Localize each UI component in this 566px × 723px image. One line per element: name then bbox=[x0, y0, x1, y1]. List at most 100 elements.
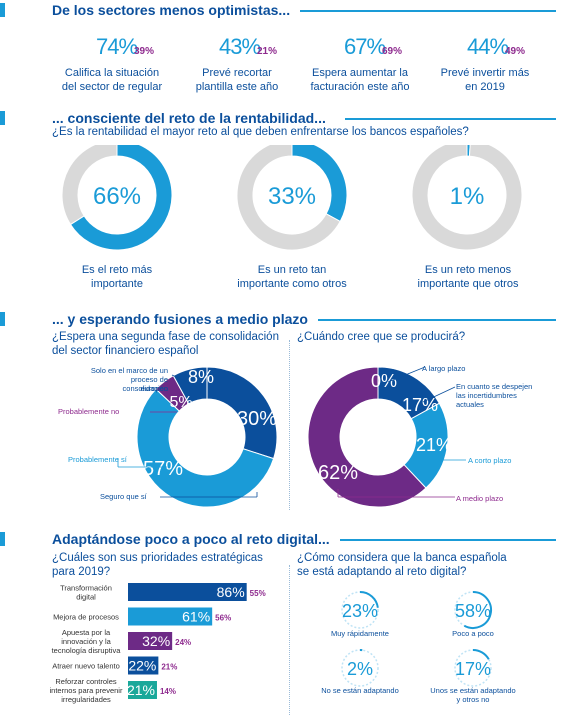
slice-label-probablemente-no: Probablemente no bbox=[58, 407, 120, 416]
section4-header: Adaptándose poco a poco al reto digital.… bbox=[0, 529, 566, 549]
bar-value: 22% bbox=[128, 658, 156, 674]
section3-header: ... y esperando fusiones a medio plazo bbox=[0, 309, 566, 329]
section-marker bbox=[0, 532, 5, 546]
section-rule bbox=[345, 118, 556, 120]
donut-value: 66% bbox=[93, 183, 141, 210]
stat-caption-line: Prevé recortar bbox=[202, 67, 272, 79]
bar-value: 32% bbox=[142, 633, 170, 649]
bar-category-label: Transformación bbox=[60, 584, 112, 593]
bar-category-label: Apuesta por la bbox=[62, 628, 111, 637]
progress-ring-fill bbox=[463, 591, 492, 629]
bar-value: 61% bbox=[182, 609, 210, 625]
progress-ring-value: 23% bbox=[342, 601, 378, 621]
slice-value: 17% bbox=[402, 395, 438, 415]
section-rule bbox=[318, 319, 556, 321]
donut-slice bbox=[61, 145, 118, 226]
consolidation-chart: 30% 57% 5% 8% 0%17% 21% 62% bbox=[117, 366, 466, 508]
adaptation-label-line: Unos se están adaptando bbox=[430, 686, 516, 695]
slice-label-largo-plazo: A largo plazo bbox=[422, 364, 466, 373]
slice-value: 62% bbox=[318, 462, 358, 484]
bar bbox=[128, 607, 213, 626]
progress-ring-fill bbox=[472, 649, 490, 660]
consolidation-slice bbox=[172, 366, 208, 405]
bar-category-label: internos para prevenir bbox=[50, 686, 123, 695]
bar bbox=[128, 583, 247, 601]
donut-chart-33: 33% bbox=[236, 145, 348, 250]
bar-category-label: tecnología disruptiva bbox=[52, 646, 122, 655]
bar-secondary-value: 24% bbox=[175, 638, 191, 647]
section1-header: De los sectores menos optimistas... bbox=[0, 0, 566, 20]
section4-question-right-line: se está adaptando al reto digital? bbox=[297, 566, 467, 578]
stat-caption-line: del sector de regular bbox=[61, 81, 163, 93]
stat-secondary: 39% bbox=[134, 46, 155, 57]
bar-category-label: Mejora de procesos bbox=[53, 613, 119, 622]
consolidation-slice bbox=[206, 366, 278, 460]
section4-question-right-line: ¿Cómo considera que la banca española bbox=[297, 552, 507, 564]
slice-value: 8% bbox=[188, 367, 214, 387]
timing-slice bbox=[307, 366, 427, 508]
bar-secondary-value: 55% bbox=[250, 589, 266, 598]
section3-question-left-line: ¿Espera una segunda fase de consolidació… bbox=[52, 331, 279, 343]
stat-secondary: 49% bbox=[505, 46, 526, 57]
donut-slice bbox=[236, 145, 341, 250]
bar bbox=[128, 632, 173, 650]
section-marker bbox=[0, 312, 5, 326]
bar-category-label: irregularidades bbox=[61, 695, 111, 704]
bar-category-label: Reforzar controles bbox=[55, 677, 117, 686]
donut-value: 33% bbox=[268, 183, 316, 210]
adaptation-label-line: y otros no bbox=[456, 695, 490, 704]
progress-ring-value: 17% bbox=[455, 659, 491, 679]
adaptation-label: No se están adaptando bbox=[321, 686, 399, 695]
slice-label-incertidumbres-line: En cuanto se despejen bbox=[456, 382, 533, 391]
progress-ring-value: 58% bbox=[455, 601, 491, 621]
slice-label-incertidumbres-line: actuales bbox=[456, 400, 484, 409]
section3-title: ... y esperando fusiones a medio plazo bbox=[52, 311, 308, 327]
vertical-divider bbox=[289, 340, 290, 510]
bar-secondary-value: 56% bbox=[215, 614, 231, 623]
bar-category-label: Atraer nuevo talento bbox=[52, 662, 120, 671]
vertical-divider bbox=[289, 565, 290, 715]
section-marker bbox=[0, 111, 5, 125]
stat-secondary: 21% bbox=[257, 46, 278, 57]
stat-main: 74% bbox=[96, 34, 138, 59]
section3-question-right: ¿Cuándo cree que se producirá? bbox=[297, 331, 466, 343]
donut-value: 1% bbox=[450, 183, 485, 210]
section-marker bbox=[0, 3, 5, 17]
slice-value: 5% bbox=[169, 394, 192, 411]
stat-card: 67% 69% Espera aumentar la facturación e… bbox=[300, 34, 420, 96]
section3-question-left-line: del sector financiero español bbox=[52, 345, 199, 357]
section-rule bbox=[340, 539, 556, 541]
slice-value: 0% bbox=[371, 371, 397, 391]
donut-caption-line: importante como otros bbox=[237, 278, 347, 290]
slice-label-europe-line: Solo en el marco de un bbox=[90, 366, 168, 375]
slice-label-seguro-si: Seguro que sí bbox=[100, 492, 147, 501]
stat-card: 44% 49% Prevé invertir más en 2019 bbox=[425, 34, 545, 96]
donut-chart-66: 66% bbox=[61, 145, 173, 250]
donut-chart-1: 1% bbox=[411, 145, 523, 250]
slice-label-medio-plazo: A medio plazo bbox=[456, 494, 504, 503]
leader-line bbox=[171, 374, 198, 388]
section1-title: De los sectores menos optimistas... bbox=[52, 2, 291, 18]
stat-main: 43% bbox=[219, 34, 261, 59]
donut-chart-row: 66% 33% 1% bbox=[61, 145, 523, 250]
bar-secondary-value: 14% bbox=[160, 687, 176, 696]
section2-question: ¿Es la rentabilidad el mayor reto al que… bbox=[52, 126, 469, 138]
stat-caption-line: facturación este año bbox=[310, 81, 410, 93]
section2-header: ... consciente del reto de la rentabilid… bbox=[0, 108, 566, 128]
slice-label-incertidumbres-line: las incertidumbres bbox=[456, 391, 517, 400]
section4-question-left-line: ¿Cuáles son sus prioridades estratégicas bbox=[52, 552, 263, 564]
stat-caption-line: Espera aumentar la bbox=[312, 67, 408, 79]
consolidation-slice bbox=[136, 388, 275, 508]
adaptation-label: Poco a poco bbox=[452, 629, 494, 638]
bar-category-label: digital bbox=[76, 593, 96, 602]
donut-caption-line: importante que otros bbox=[417, 278, 519, 290]
donut-slice bbox=[69, 145, 173, 250]
bar-secondary-value: 21% bbox=[161, 663, 177, 672]
bar-value: 86% bbox=[217, 584, 245, 600]
section4-question-left-line: para 2019? bbox=[52, 566, 111, 578]
donut-slice bbox=[411, 145, 523, 250]
slice-label-corto-plazo: A corto plazo bbox=[468, 456, 512, 465]
stat-caption-line: Prevé invertir más bbox=[440, 67, 530, 79]
section-rule bbox=[300, 10, 556, 12]
